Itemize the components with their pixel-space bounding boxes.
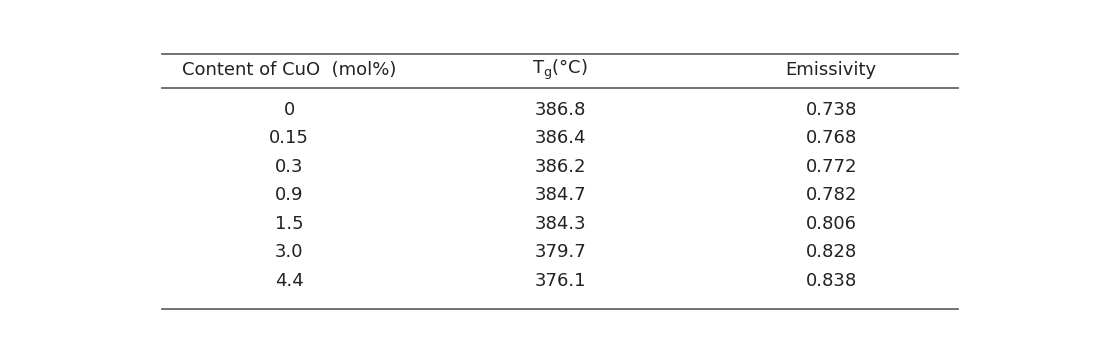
Text: 384.7: 384.7 xyxy=(534,187,586,204)
Text: 386.4: 386.4 xyxy=(534,129,586,147)
Text: 386.2: 386.2 xyxy=(534,158,586,176)
Text: 0.806: 0.806 xyxy=(806,215,857,233)
Text: 0.768: 0.768 xyxy=(806,129,857,147)
Text: 0.772: 0.772 xyxy=(806,158,857,176)
Text: 1.5: 1.5 xyxy=(274,215,304,233)
Text: 0.828: 0.828 xyxy=(806,244,857,261)
Text: 0.782: 0.782 xyxy=(806,187,857,204)
Text: 0.738: 0.738 xyxy=(806,101,857,119)
Text: 0.15: 0.15 xyxy=(269,129,309,147)
Text: Emissivity: Emissivity xyxy=(786,61,877,79)
Text: Content of CuO  (mol%): Content of CuO (mol%) xyxy=(181,61,397,79)
Text: 3.0: 3.0 xyxy=(274,244,304,261)
Text: 4.4: 4.4 xyxy=(274,272,304,290)
Text: $\mathdefault{T_g}$(°C): $\mathdefault{T_g}$(°C) xyxy=(532,58,588,82)
Text: 386.8: 386.8 xyxy=(534,101,586,119)
Text: 384.3: 384.3 xyxy=(534,215,586,233)
Text: 0.9: 0.9 xyxy=(274,187,304,204)
Text: 0: 0 xyxy=(283,101,295,119)
Text: 376.1: 376.1 xyxy=(534,272,586,290)
Text: 0.3: 0.3 xyxy=(274,158,304,176)
Text: 379.7: 379.7 xyxy=(534,244,586,261)
Text: 0.838: 0.838 xyxy=(806,272,857,290)
